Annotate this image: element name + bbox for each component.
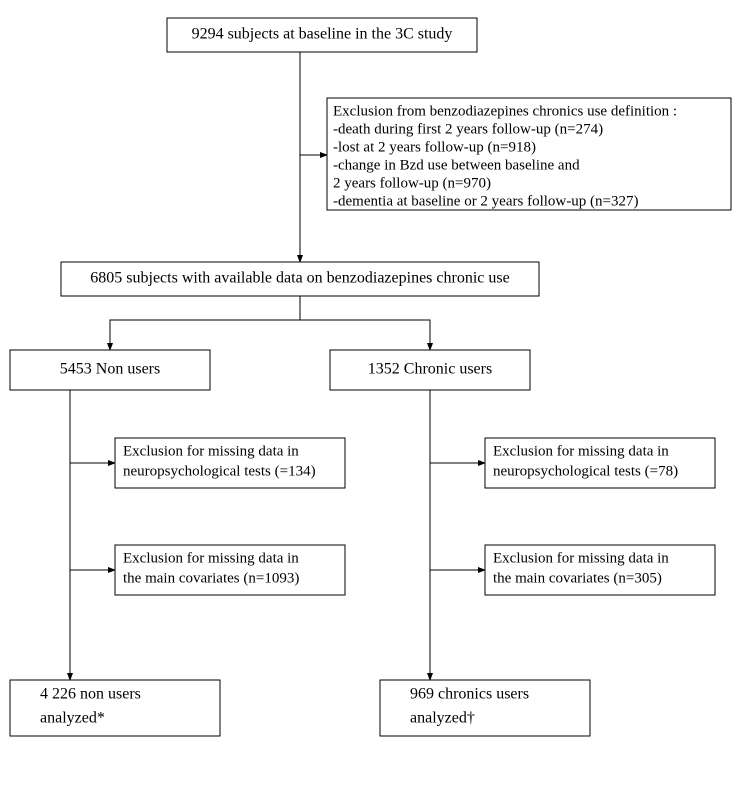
node-final_cu-line-1: analyzed† [410, 709, 475, 726]
node-exclusion_top-line-5: -dementia at baseline or 2 years follow-… [333, 194, 638, 210]
node-excl_nu_1-line-0: Exclusion for missing data in [123, 444, 299, 460]
node-excl_nu_2-line-0: Exclusion for missing data in [123, 551, 299, 567]
node-exclusion_top-line-4: 2 years follow-up (n=970) [333, 176, 491, 192]
node-baseline-line-0: 9294 subjects at baseline in the 3C stud… [192, 26, 453, 43]
node-excl_nu_2: Exclusion for missing data in the main co… [115, 545, 345, 595]
node-excl_cu_2-line-0: Exclusion for missing data in [493, 551, 669, 567]
node-exclusion_top-line-0: Exclusion from benzodiazepines chronics … [333, 104, 677, 120]
node-nonusers-line-0: 5453 Non users [60, 361, 160, 378]
node-final_cu: 969 chronics users analyzed† [380, 680, 590, 736]
node-excl_cu_1-line-0: Exclusion for missing data in [493, 444, 669, 460]
node-excl_cu_2: Exclusion for missing data in the main co… [485, 545, 715, 595]
node-exclusion_top-line-3: -change in Bzd use between baseline and [333, 158, 580, 174]
node-available-line-0: 6805 subjects with available data on ben… [90, 270, 509, 287]
edge-2 [110, 296, 300, 350]
node-excl_cu_1-line-1: neuropsychological tests (=78) [493, 464, 678, 480]
node-final_nu-line-0: 4 226 non users [40, 685, 141, 702]
node-exclusion_top-line-2: -lost at 2 years follow-up (n=918) [333, 140, 536, 156]
node-chronic: 1352 Chronic users [330, 350, 530, 390]
node-exclusion_top-line-1: -death during first 2 years follow-up (n… [333, 122, 603, 138]
node-available: 6805 subjects with available data on ben… [61, 262, 539, 296]
node-chronic-line-0: 1352 Chronic users [368, 361, 492, 378]
node-excl_cu_2-line-1: the main covariates (n=305) [493, 571, 662, 587]
node-baseline: 9294 subjects at baseline in the 3C stud… [167, 18, 477, 52]
node-final_cu-line-0: 969 chronics users [410, 685, 529, 702]
node-excl_nu_1-line-1: neuropsychological tests (=134) [123, 464, 316, 480]
edge-3 [300, 320, 430, 350]
node-excl_nu_2-line-1: the main covariates (n=1093) [123, 571, 299, 587]
node-excl_nu_1: Exclusion for missing data in neuropsycho… [115, 438, 345, 488]
node-final_nu-line-1: analyzed* [40, 709, 105, 726]
node-nonusers: 5453 Non users [10, 350, 210, 390]
node-excl_cu_1: Exclusion for missing data in neuropsycho… [485, 438, 715, 488]
node-exclusion_top: Exclusion from benzodiazepines chronics … [327, 98, 731, 210]
node-final_nu: 4 226 non users analyzed* [10, 680, 220, 736]
